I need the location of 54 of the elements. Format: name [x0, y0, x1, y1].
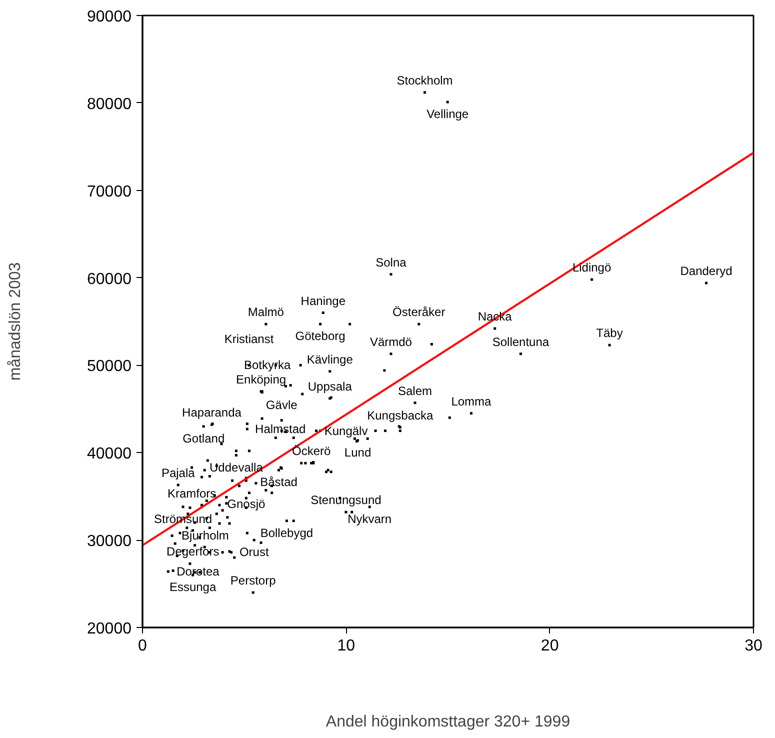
annotation: Danderyd [680, 264, 732, 278]
annotation: Essunga [169, 580, 216, 594]
annotation: Botkyrka [244, 358, 292, 372]
annotation: Gävle [266, 398, 298, 412]
annotation: Solna [376, 255, 407, 270]
annotation: Lund [344, 445, 372, 460]
annotation: Nykvarn [348, 512, 392, 526]
annotation: Orust [239, 545, 270, 560]
annotation: Bollebygd [260, 526, 314, 540]
annotation: Halmstad [255, 422, 306, 436]
annotation: Perstorp [230, 574, 276, 588]
annotation: Värmdö [370, 334, 412, 349]
x-axis-title: Andel höginkomsttager 320+ 1999 [326, 714, 570, 730]
y-axis-title: månadslön 2003 [7, 262, 24, 381]
annotation: Enköping [236, 372, 286, 386]
y-tick-label: 80000 [87, 96, 132, 113]
annotation: Lidingö [572, 260, 612, 275]
x-tick-label: 10 [337, 638, 356, 654]
x-tick-label: 20 [540, 638, 559, 654]
annotation: Bjurholm [182, 528, 229, 543]
annotation: Täby [596, 326, 623, 340]
annotation: Haninge [300, 294, 346, 308]
y-tick-label: 40000 [87, 446, 132, 463]
annotation: Kungälv [324, 424, 368, 438]
annotation: Pajala [161, 466, 196, 480]
annotation: Dorotea [176, 564, 220, 579]
annotation: Malmö [248, 305, 284, 320]
annotation: Gotland [182, 431, 225, 446]
annotation: Kungsbacka [367, 408, 434, 422]
annotation: Sollentuna [492, 334, 550, 349]
annotation: Uppsala [308, 379, 352, 394]
x-tick-label: 0 [138, 638, 148, 654]
annotation: Öckerö [292, 444, 332, 458]
annotation: Haparanda [182, 406, 242, 420]
y-tick-label: 50000 [87, 358, 132, 376]
y-tick-label: 70000 [87, 183, 132, 200]
annotation: Vellinge [426, 107, 469, 122]
annotation: Stenungsund [310, 493, 382, 508]
annotation: Lomma [451, 394, 492, 408]
annotation: Båstad [260, 475, 298, 490]
annotation: Kristianst [224, 332, 274, 346]
y-tick-label: 90000 [87, 8, 132, 26]
annotation: Gnosjö [227, 496, 266, 511]
y-tick-label: 20000 [87, 620, 132, 638]
x-tick-label: 30 [744, 638, 762, 654]
annotation: Kävlinge [306, 352, 354, 366]
annotation: Göteborg [295, 329, 346, 344]
annotation: Stockholm [396, 73, 453, 88]
annotation: Degerfors [166, 544, 220, 558]
annotation: Kramfors [167, 486, 216, 501]
annotation: Österåker [392, 305, 446, 320]
annotation: Salem [398, 384, 432, 398]
y-tick-label: 60000 [87, 270, 132, 288]
y-tick-label: 30000 [87, 533, 132, 550]
